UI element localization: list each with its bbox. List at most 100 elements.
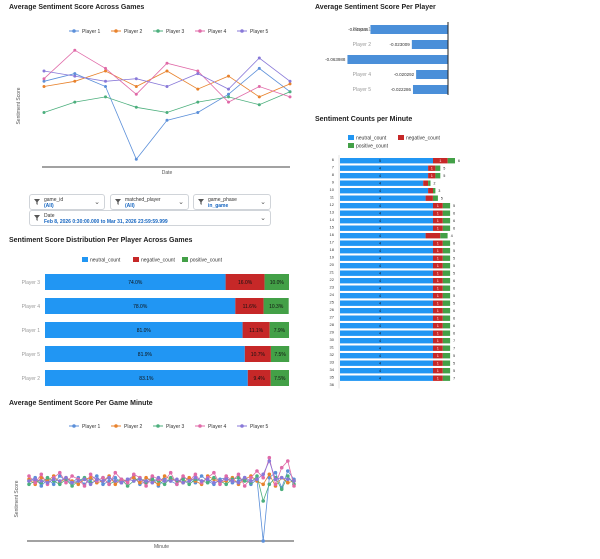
per-player-title: Average Sentiment Score Per Player: [315, 4, 436, 11]
data-label: 7: [453, 347, 455, 351]
bar-segment: [433, 293, 443, 299]
data-label: 4: [379, 369, 381, 373]
matched-player-filter[interactable]: matched_player (All) ⌄: [110, 194, 189, 210]
bar-segment: [340, 375, 433, 381]
data-label: 5: [453, 272, 455, 276]
bar-segment: [433, 315, 443, 321]
data-point: [288, 82, 292, 86]
data-label: 7: [453, 339, 455, 343]
data-label: 4: [379, 332, 381, 336]
data-point: [39, 484, 44, 488]
chevron-down-icon[interactable]: ⌄: [94, 199, 100, 206]
data-point: [249, 479, 253, 483]
data-label: 4: [379, 204, 381, 208]
data-label: 10.0%: [270, 280, 285, 286]
bar-segment: [340, 218, 433, 224]
bar-segment: [244, 346, 271, 362]
bar-segment: [433, 240, 443, 246]
legend-marker: [240, 424, 244, 428]
data-label: 6: [453, 287, 455, 291]
data-point: [156, 482, 161, 487]
data-point: [138, 480, 142, 485]
date-filter[interactable]: Date Feb 8, 2026 0:30:00.000 to Mar 31, …: [29, 210, 271, 226]
bar-segment: [433, 188, 436, 194]
bar-segment: [442, 270, 451, 276]
data-point: [242, 475, 247, 480]
bar-segment: [428, 165, 436, 171]
data-point: [150, 474, 155, 478]
data-label: 4: [379, 174, 381, 178]
bar-segment: [433, 375, 443, 381]
x-axis-title: Minute: [154, 544, 169, 550]
bar-segment: [442, 360, 451, 366]
data-point: [132, 479, 136, 483]
data-label: 6: [453, 219, 455, 223]
data-point: [181, 477, 185, 482]
data-point: [196, 72, 200, 76]
bar-segment: [433, 225, 443, 231]
data-point: [101, 479, 105, 483]
bar: [370, 25, 448, 34]
legend-label: neutral_count: [90, 258, 121, 264]
data-point: [261, 475, 266, 480]
data-label: -0.023009: [390, 42, 411, 47]
data-label: 1: [439, 159, 441, 163]
bar-segment: [340, 180, 424, 186]
legend-swatch: [398, 135, 404, 140]
bar-segment: [340, 173, 429, 179]
chevron-down-icon[interactable]: ⌄: [178, 199, 184, 206]
data-point: [261, 472, 266, 477]
data-point: [73, 48, 77, 52]
bar-segment: [340, 353, 433, 359]
data-point: [73, 79, 77, 83]
data-point: [70, 474, 74, 478]
data-label: 4: [379, 167, 381, 171]
data-label: 1: [437, 347, 439, 351]
data-label: 5: [453, 204, 455, 208]
game-id-filter[interactable]: game_id (All) ⌄: [29, 194, 105, 210]
bar-segment: [442, 263, 451, 269]
data-label: 4: [379, 294, 381, 298]
bar-segment: [340, 255, 433, 261]
data-label: 5: [453, 257, 455, 261]
chevron-down-icon[interactable]: ⌄: [260, 215, 266, 222]
series-line: [43, 70, 291, 98]
data-point: [88, 482, 93, 487]
bar-segment: [442, 203, 451, 209]
data-point: [64, 475, 68, 480]
bar-segment: [340, 203, 433, 209]
data-label: 4: [379, 219, 381, 223]
data-label: 4: [379, 212, 381, 216]
bar-segment: [433, 255, 443, 261]
bar-segment: [340, 330, 433, 336]
bar-segment: [45, 298, 236, 314]
data-label: 4: [379, 272, 381, 276]
data-label: 5: [441, 197, 443, 201]
data-point: [292, 484, 296, 488]
bar-segment: [433, 210, 443, 216]
data-point: [39, 479, 44, 483]
data-label: 4: [379, 317, 381, 321]
distribution-title: Sentiment Score Distribution Per Player …: [9, 237, 193, 244]
category-label: 22: [330, 277, 335, 282]
category-label: 30: [330, 337, 335, 342]
data-point: [257, 85, 261, 88]
data-point: [242, 479, 247, 483]
bar-segment: [442, 285, 451, 291]
game-phase-filter[interactable]: game_phase in_game ⌄: [193, 194, 271, 210]
data-point: [119, 480, 124, 485]
category-label: 28: [330, 322, 335, 327]
data-point: [27, 479, 31, 483]
bar-segment: [247, 370, 271, 386]
data-label: 74.0%: [128, 280, 143, 286]
bar-segment: [45, 370, 248, 386]
legend-label: Player 2: [124, 424, 143, 430]
data-label: 10.7%: [251, 352, 266, 358]
data-point: [261, 482, 266, 487]
bar-segment: [340, 315, 433, 321]
filter-icon: [198, 199, 204, 205]
data-label: 5: [453, 369, 455, 373]
bar-segment: [433, 330, 443, 336]
data-label: 5: [453, 362, 455, 366]
chevron-down-icon[interactable]: ⌄: [260, 199, 266, 206]
